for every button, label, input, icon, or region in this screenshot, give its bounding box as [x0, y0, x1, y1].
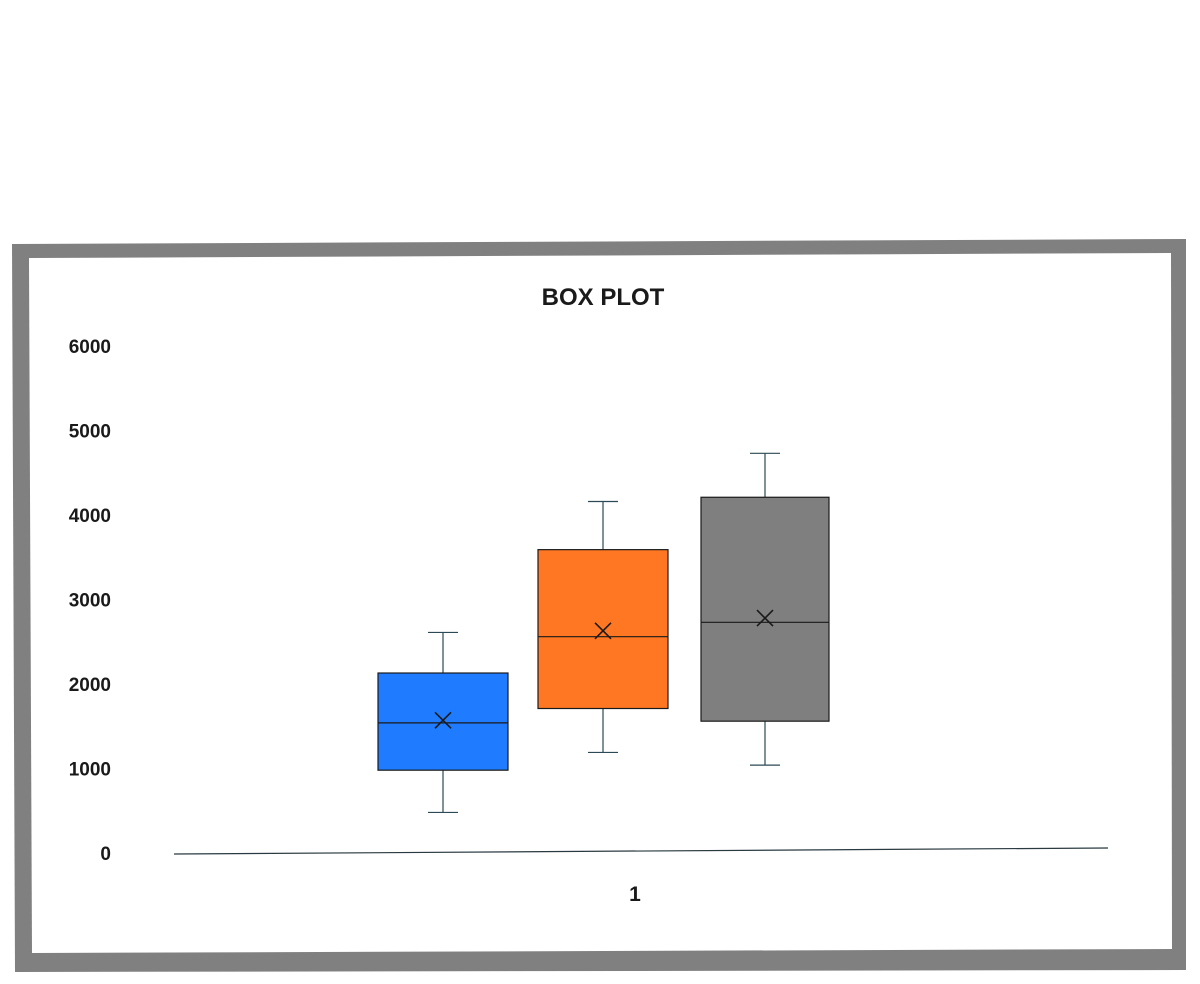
y-tick-label: 6000 — [69, 337, 111, 358]
box-1 — [377, 631, 509, 814]
x-category-label: 1 — [629, 883, 641, 906]
y-tick-label: 4000 — [69, 506, 111, 527]
box-series — [377, 452, 830, 814]
mean-marker — [756, 609, 774, 627]
box-2 — [537, 500, 669, 754]
y-axis-ticks: 0 1000 2000 3000 4000 5000 6000 — [69, 337, 111, 865]
box-iqr — [537, 549, 669, 710]
y-tick-label: 5000 — [69, 422, 111, 443]
box-3 — [700, 452, 830, 766]
y-tick-label: 3000 — [69, 591, 111, 612]
y-tick-label: 2000 — [69, 675, 111, 696]
box-iqr — [377, 672, 509, 771]
y-tick-label: 1000 — [69, 760, 111, 781]
mean-marker — [434, 711, 452, 729]
box-iqr — [700, 496, 830, 722]
x-axis-line — [173, 847, 1109, 855]
chart-title: BOX PLOT — [542, 284, 665, 311]
mean-marker — [594, 622, 612, 640]
y-tick-label: 0 — [100, 844, 111, 865]
